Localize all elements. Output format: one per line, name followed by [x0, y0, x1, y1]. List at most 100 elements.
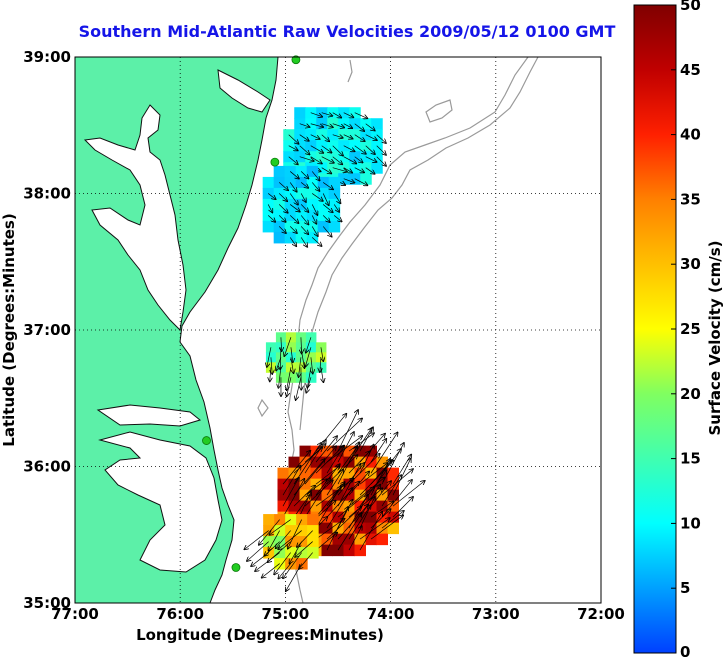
velocity-cell — [273, 231, 286, 244]
velocity-cell — [294, 107, 306, 119]
velocity-cell — [332, 478, 344, 491]
velocity-arrow — [321, 145, 332, 153]
velocity-arrow — [310, 112, 322, 117]
velocity-arrow — [326, 470, 343, 496]
velocity-arrow — [321, 134, 329, 142]
velocity-cell — [288, 489, 300, 502]
colorbar-label: Surface Velocity (cm/s) — [706, 240, 724, 435]
velocity-arrow — [321, 367, 323, 382]
velocity-cell — [285, 525, 297, 537]
velocity-cell — [307, 525, 319, 537]
velocity-arrow — [332, 145, 343, 156]
lat-tick-label: 39:00 — [23, 48, 71, 66]
velocity-arrow — [311, 193, 323, 200]
longitude-ticks: 77:00 76:00 75:00 74:00 73:00 72:00 — [51, 605, 625, 623]
velocity-cell — [277, 489, 289, 502]
velocity-arrow — [300, 215, 308, 224]
velocity-arrow — [348, 478, 384, 507]
velocity-cell — [288, 478, 300, 491]
velocity-cell — [277, 467, 289, 480]
velocity-arrow — [274, 552, 291, 575]
velocity-arrow — [333, 204, 339, 211]
velocity-arrow — [359, 512, 382, 551]
plot-title: Southern Mid-Atlantic Raw Velocities 200… — [78, 22, 616, 41]
velocity-arrow — [304, 446, 336, 485]
velocity-arrow — [322, 193, 329, 205]
velocity-arrow — [255, 552, 280, 571]
pamlico-sound — [98, 431, 223, 573]
lat-tick-label: 36:00 — [23, 458, 71, 476]
velocity-cell — [307, 536, 319, 548]
velocity-cell — [285, 547, 297, 559]
velocity-arrow — [359, 485, 380, 518]
lon-tick-label: 74:00 — [367, 605, 415, 623]
velocity-arrow — [299, 145, 310, 155]
albemarle-sound — [96, 404, 202, 427]
velocity-cell — [285, 514, 297, 526]
colorbar-tick-label: 25 — [680, 320, 701, 338]
velocity-cell — [354, 489, 366, 502]
velocity-arrow — [354, 112, 367, 119]
velocity-cell — [387, 467, 399, 480]
velocity-arrow — [300, 182, 308, 187]
velocity-arrow — [271, 357, 272, 374]
velocity-arrow — [354, 178, 368, 186]
velocity-arrow — [354, 134, 365, 141]
velocity-arrow — [370, 433, 398, 474]
velocity-arrow — [381, 511, 404, 529]
velocity-arrow — [359, 461, 394, 496]
velocity-cell — [365, 445, 377, 458]
hatteras-south-patch — [245, 514, 319, 591]
velocity-arrow — [315, 446, 344, 474]
velocity-arrow — [288, 156, 298, 165]
velocity-arrow — [282, 466, 301, 496]
velocity-cell — [307, 547, 319, 559]
velocity-arrow — [321, 156, 334, 163]
velocity-cell — [274, 536, 286, 548]
velocity-cell — [277, 478, 289, 491]
velocity-arrow — [321, 167, 332, 174]
velocity-field — [245, 107, 425, 591]
velocity-arrow — [299, 156, 314, 161]
velocity-arrow — [269, 519, 291, 535]
velocity-arrow — [247, 541, 269, 561]
velocity-cell — [274, 558, 286, 570]
velocity-arrow — [278, 193, 287, 201]
velocity-cell — [274, 547, 286, 559]
velocity-cell — [321, 500, 333, 513]
chincoteague-patch — [262, 165, 342, 247]
colorbar-tick-label: 45 — [680, 61, 701, 79]
velocity-cell — [263, 514, 275, 526]
velocity-arrow — [322, 226, 331, 236]
velocity-arrow — [354, 156, 363, 163]
velocity-arrow — [359, 497, 375, 529]
velocity-arrow — [288, 145, 298, 151]
map-frame — [74, 56, 602, 604]
radar-station-marker — [291, 55, 301, 65]
y-axis-label: Latitude (Degrees:Minutes) — [0, 213, 18, 446]
velocity-arrow — [337, 464, 360, 507]
velocity-arrow — [322, 215, 329, 222]
velocity-arrow — [343, 134, 353, 139]
velocity-arrow — [289, 182, 296, 191]
velocity-arrow — [311, 171, 319, 180]
colorbar-tick-label: 10 — [680, 514, 701, 532]
velocity-arrow — [333, 215, 341, 221]
velocity-cell — [299, 467, 311, 480]
velocity-cell — [376, 456, 388, 469]
velocity-cell — [343, 489, 355, 502]
velocity-arrow — [296, 377, 302, 400]
velocity-arrow — [343, 123, 352, 128]
lon-tick-label: 76:00 — [156, 605, 204, 623]
velocity-arrow — [343, 112, 354, 118]
velocity-arrow — [321, 113, 332, 116]
velocity-arrow — [311, 357, 313, 373]
velocity-arrow — [321, 123, 333, 127]
velocity-arrow — [267, 204, 272, 212]
velocity-arrow — [348, 526, 362, 551]
velocity-arrow — [291, 357, 294, 373]
velocity-cell — [273, 165, 286, 178]
velocity-arrow — [332, 123, 344, 128]
velocity-arrow — [376, 134, 386, 143]
